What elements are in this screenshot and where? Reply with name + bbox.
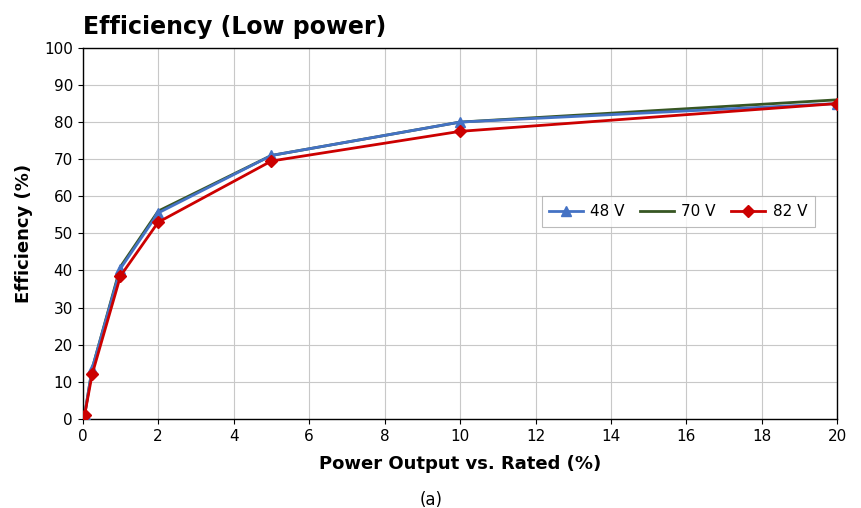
- 48 V: [455, 119, 465, 125]
- 70 V: [152, 208, 163, 214]
- 70 V: [115, 264, 126, 270]
- 48 V: [152, 210, 163, 216]
- 70 V: [455, 119, 465, 125]
- 70 V: [266, 152, 276, 158]
- 48 V: [831, 101, 841, 107]
- 48 V: [79, 412, 90, 418]
- Line: 48 V: 48 V: [79, 99, 841, 420]
- 82 V: [831, 101, 841, 107]
- Text: Efficiency (Low power): Efficiency (Low power): [83, 15, 386, 39]
- 70 V: [87, 366, 97, 372]
- 82 V: [152, 219, 163, 225]
- Y-axis label: Efficiency (%): Efficiency (%): [15, 164, 33, 303]
- 70 V: [79, 412, 90, 418]
- 82 V: [79, 412, 90, 418]
- 48 V: [87, 366, 97, 372]
- 48 V: [115, 266, 126, 272]
- Line: 70 V: 70 V: [84, 100, 836, 415]
- 82 V: [87, 371, 97, 377]
- Text: (a): (a): [419, 491, 442, 508]
- 82 V: [266, 158, 276, 164]
- X-axis label: Power Output vs. Rated (%): Power Output vs. Rated (%): [319, 455, 600, 472]
- Line: 82 V: 82 V: [80, 100, 840, 419]
- 82 V: [455, 129, 465, 135]
- 48 V: [266, 152, 276, 158]
- Legend: 48 V, 70 V, 82 V: 48 V, 70 V, 82 V: [541, 197, 814, 227]
- 70 V: [831, 97, 841, 103]
- 82 V: [115, 273, 126, 279]
